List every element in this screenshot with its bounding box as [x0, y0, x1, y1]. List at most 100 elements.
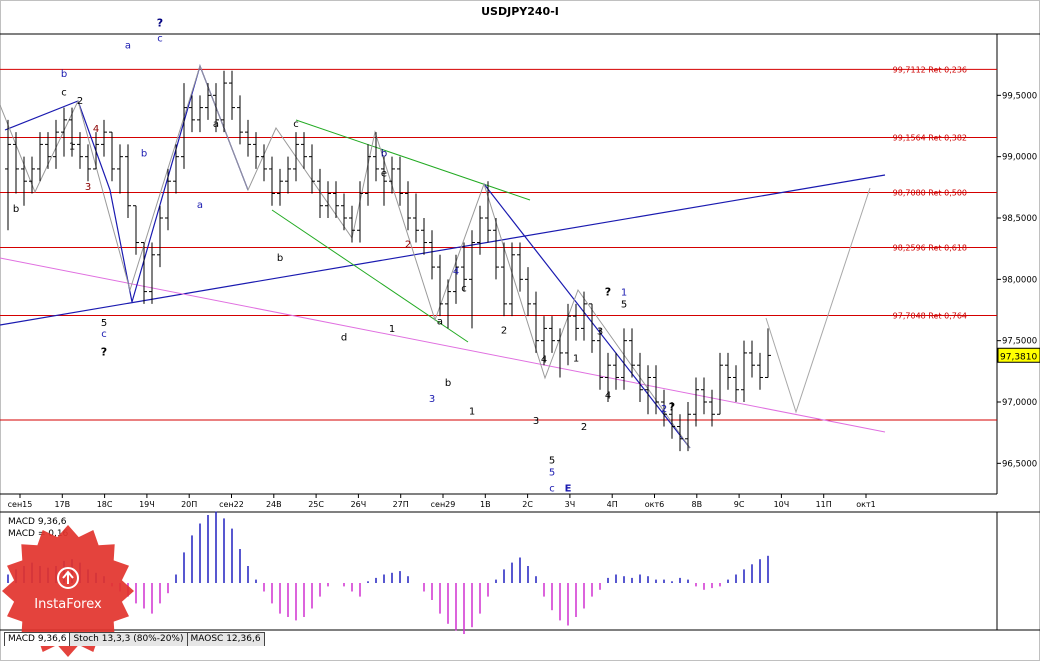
projection-path — [765, 187, 871, 414]
x-tick-label: сен29 — [431, 500, 456, 509]
pink-trend-line — [0, 257, 886, 433]
ohlc-bar — [557, 328, 563, 378]
wave-label: E — [565, 484, 572, 495]
ohlc-bar — [693, 377, 699, 427]
wave-label: 1 — [621, 287, 627, 298]
wave-label: 2 — [501, 325, 507, 336]
ohlc-bar — [701, 377, 707, 415]
wave-label: a — [437, 317, 443, 328]
ohlc-bar — [61, 107, 67, 157]
wave-label: c — [549, 484, 555, 495]
x-tick-label: 1В — [480, 500, 491, 509]
ohlc-bar — [85, 144, 91, 182]
x-tick-label: сен22 — [219, 500, 244, 509]
x-tick-label: 24В — [266, 500, 282, 509]
wave-label: b — [13, 204, 19, 215]
wave-label: 5 — [549, 455, 555, 466]
ohlc-bar — [757, 352, 763, 390]
ohlc-bar — [509, 242, 515, 317]
ohlc-bar — [357, 181, 363, 243]
wave-label: a — [125, 41, 131, 52]
current-price-label: 97,3810 — [1000, 352, 1037, 362]
wave-label: 1 — [69, 141, 75, 152]
ohlc-bar — [365, 144, 371, 206]
ohlc-bar — [157, 205, 163, 268]
fib-level-label: 99,1564 Ret 0,382 — [893, 133, 967, 142]
ohlc-bar — [301, 132, 307, 169]
ohlc-bar — [525, 267, 531, 317]
logo-emblem-mark — [62, 570, 74, 584]
ohlc-bar — [37, 132, 43, 182]
chart-title: USDJPY240-I — [481, 5, 559, 18]
x-tick-label: 3Ч — [565, 500, 576, 509]
wave-label: 1 — [389, 324, 395, 335]
tab-stoch[interactable]: Stoch 13,3,3 (80%-20%) — [69, 632, 188, 646]
wave-label: 3 — [429, 394, 435, 405]
ohlc-bar — [653, 365, 659, 415]
wave-label: 4 — [605, 390, 611, 401]
x-tick-label: 26Ч — [351, 500, 367, 509]
wave-label: 2 — [77, 96, 83, 107]
ohlc-bar — [725, 352, 731, 390]
ohlc-bar — [213, 83, 219, 133]
ohlc-bar — [765, 328, 771, 378]
ohlc-bar — [429, 230, 435, 280]
logo-badge — [2, 525, 134, 657]
x-tick-label: 10Ч — [774, 500, 790, 509]
ohlc-bar — [741, 340, 747, 402]
ohlc-bar — [621, 328, 627, 390]
wave-label: ? — [157, 17, 163, 30]
wave-label: 5 — [621, 300, 627, 311]
ohlc-bar — [349, 205, 355, 243]
ohlc-bar — [341, 193, 347, 231]
green-channel-top — [295, 119, 531, 201]
wave-label: 1 — [573, 354, 579, 365]
ohlc-bar — [221, 70, 227, 133]
fib-level-label: 98,7080 Ret 0,500 — [893, 188, 967, 197]
fib-level-label: 97,7048 Ret 0,764 — [893, 312, 967, 321]
wave-label: 3 — [85, 182, 91, 193]
ohlc-bar — [125, 144, 131, 218]
wave-label: 2 — [405, 239, 411, 250]
tab-macd[interactable]: MACD 9,36,6 — [4, 632, 71, 646]
wave-label: c — [293, 119, 299, 130]
ohlc-bar — [229, 70, 235, 120]
wave-label: c — [157, 33, 163, 44]
wave-label: b — [61, 69, 67, 80]
ohlc-bar — [629, 328, 635, 378]
ohlc-bar — [173, 144, 179, 194]
y-tick-label: 97,5000 — [1002, 337, 1037, 347]
ohlc-bar — [437, 254, 443, 317]
x-tick-label: 18С — [97, 500, 113, 509]
tab-maosc[interactable]: MAOSC 12,36,6 — [186, 632, 265, 646]
ohlc-bar — [709, 389, 715, 427]
wave-label: 2 — [581, 422, 587, 433]
ohlc-bar — [661, 389, 667, 427]
wave-label: c — [461, 284, 467, 295]
ohlc-bar — [93, 132, 99, 170]
wave-label: 4 — [453, 266, 459, 277]
ohlc-bar — [333, 181, 339, 218]
ohlc-bar — [325, 181, 331, 218]
x-tick-label: 8В — [692, 500, 703, 509]
ohlc-bar — [389, 156, 395, 194]
ohlc-bar — [189, 95, 195, 133]
ohlc-bar — [677, 414, 683, 452]
fib-level-label: 99,7112 Ret 0,236 — [893, 65, 967, 74]
x-tick-label: 11П — [816, 500, 832, 509]
ohlc-bar — [253, 132, 259, 169]
ohlc-bar — [453, 254, 459, 304]
ohlc-bar — [237, 95, 243, 145]
wave-label: c — [101, 329, 107, 340]
y-tick-label: 98,5000 — [1002, 214, 1037, 224]
ohlc-bar — [413, 193, 419, 243]
wave-label: ? — [669, 401, 675, 414]
ohlc-bar — [13, 132, 19, 194]
ohlc-bar — [197, 95, 203, 133]
ohlc-bar — [245, 119, 251, 157]
ohlc-bar — [293, 132, 299, 182]
logo-text: InstaForex — [34, 597, 102, 612]
ohlc-bar — [381, 156, 387, 206]
y-tick-label: 99,5000 — [1002, 91, 1037, 101]
